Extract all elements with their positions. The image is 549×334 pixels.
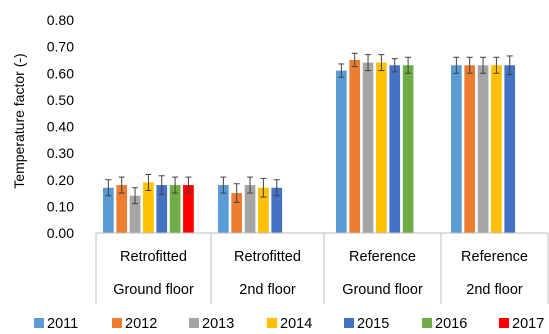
legend-swatch [499, 318, 509, 328]
legend-label: 2011 [47, 316, 78, 332]
error-bars [105, 52, 513, 205]
bar-2012-cat3 [464, 65, 476, 233]
bar-2016-cat0 [169, 185, 181, 233]
y-tick-label: 0.40 [47, 119, 74, 135]
bar-2013-cat1 [244, 185, 256, 233]
error-bar-2011-cat3 [453, 56, 460, 74]
legend-item-2017: 2017 [499, 316, 544, 332]
bar-2011-cat2 [336, 70, 347, 234]
error-bar-2011-cat1 [220, 176, 227, 194]
error-bar-2016-cat2 [405, 56, 412, 74]
legend-item-2014: 2014 [267, 316, 312, 332]
legend-label: 2014 [280, 316, 312, 332]
legend-label: 2013 [202, 316, 234, 332]
bar-2014-cat0 [143, 182, 154, 233]
error-bar-2012-cat0 [118, 176, 125, 194]
error-bar-2012-cat1 [233, 183, 240, 203]
error-bar-2014-cat3 [493, 56, 500, 74]
category-labels: Retrofitted Ground floor Retrofitted 2nd fl… [95, 233, 549, 304]
bar-2011-cat0 [103, 187, 114, 233]
bar-2012-cat2 [349, 59, 361, 233]
error-bar-2013-cat2 [365, 54, 372, 72]
bar-2015-cat0 [156, 185, 168, 233]
legend-item-2016: 2016 [422, 316, 467, 332]
legend-item-2012: 2012 [112, 316, 157, 332]
legend-swatch [112, 318, 122, 328]
error-bar-2016-cat0 [172, 176, 179, 194]
bar-2014-cat1 [258, 187, 269, 233]
y-axis-label: Temperature factor (-) [11, 53, 27, 188]
error-bar-2011-cat0 [105, 179, 112, 197]
legend-swatch [267, 318, 277, 328]
bar-2013-cat0 [129, 195, 141, 233]
category-label-line1: Reference [461, 249, 528, 265]
bar-2015-cat1 [271, 187, 283, 233]
y-tick-label: 0.10 [47, 198, 74, 214]
category-label-line2: Ground floor [113, 282, 194, 298]
y-tick-label: 0.20 [47, 172, 74, 188]
bar-2012-cat1 [231, 193, 243, 233]
bar-2017-cat0 [183, 185, 194, 233]
bar-2013-cat3 [477, 65, 489, 233]
error-bar-2015-cat0 [158, 175, 165, 195]
category-label-line1: Retrofitted [120, 249, 187, 265]
legend-swatch [422, 318, 432, 328]
bar-2012-cat0 [116, 185, 128, 233]
error-bar-2015-cat1 [273, 179, 280, 197]
error-bar-2014-cat2 [378, 54, 385, 72]
category-label-line1: Retrofitted [234, 249, 301, 265]
error-bar-2011-cat2 [338, 63, 345, 78]
y-axis-ticks: 0.00 0.10 0.20 0.30 0.40 0.50 0.60 0.70 0.80 [47, 12, 74, 241]
error-bar-2015-cat2 [391, 58, 398, 73]
error-bar-2013-cat0 [132, 187, 139, 205]
y-tick-label: 0.80 [47, 12, 74, 28]
error-bar-2012-cat2 [351, 52, 358, 68]
error-bar-2013-cat1 [247, 176, 254, 194]
error-bar-2014-cat1 [260, 177, 267, 198]
bar-2015-cat2 [389, 65, 401, 233]
y-tick-label: 0.00 [47, 225, 74, 241]
bar-2011-cat3 [451, 65, 462, 233]
bar-2013-cat2 [362, 62, 374, 233]
legend: 2011 2012 2013 2014 2015 2016 2017 [34, 316, 544, 332]
legend-label: 2016 [435, 316, 467, 332]
legend-item-2011: 2011 [34, 316, 78, 332]
legend-label: 2015 [357, 316, 389, 332]
legend-label: 2017 [512, 316, 544, 332]
category-label-line2: Ground floor [342, 282, 423, 298]
category-label-line2: 2nd floor [466, 282, 523, 298]
error-bar-2014-cat0 [145, 173, 152, 191]
error-bar-2015-cat3 [506, 55, 513, 76]
error-bar-2012-cat3 [466, 56, 473, 74]
category-label-line1: Reference [349, 249, 416, 265]
y-tick-label: 0.50 [47, 92, 74, 108]
category-label-line2: 2nd floor [239, 282, 296, 298]
error-bar-2013-cat3 [480, 56, 487, 74]
error-bar-2017-cat0 [185, 176, 192, 194]
legend-swatch [344, 318, 354, 328]
legend-swatch [189, 318, 199, 328]
bar-2011-cat1 [218, 185, 229, 233]
bar-2014-cat3 [491, 65, 502, 233]
legend-item-2015: 2015 [344, 316, 389, 332]
legend-label: 2012 [125, 316, 157, 332]
bar-2016-cat2 [402, 65, 414, 233]
legend-swatch [34, 318, 44, 328]
legend-item-2013: 2013 [189, 316, 234, 332]
bars [103, 59, 516, 234]
bar-2014-cat2 [376, 62, 387, 233]
y-tick-label: 0.60 [47, 65, 74, 81]
y-tick-label: 0.30 [47, 145, 74, 161]
y-tick-label: 0.70 [47, 39, 74, 55]
bar-2015-cat3 [504, 65, 516, 233]
